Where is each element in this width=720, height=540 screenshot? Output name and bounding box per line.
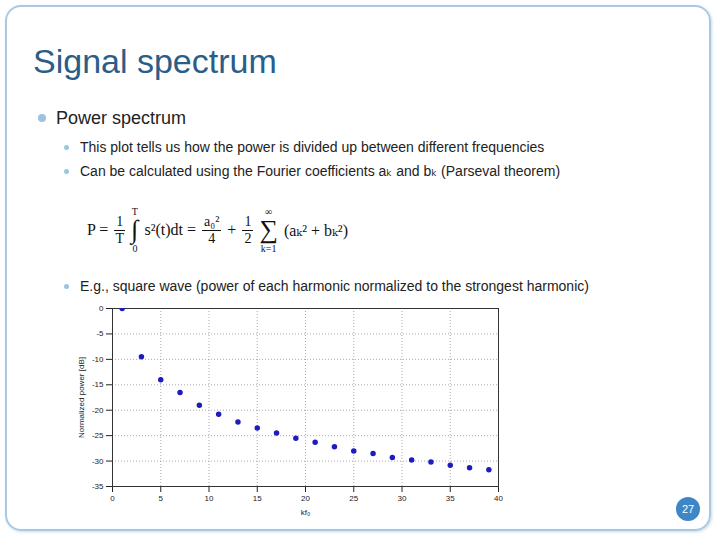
html-text:Signal spectrum: Signal spectrum	[33, 42, 277, 80]
svg-text:0: 0	[99, 304, 104, 313]
svg-text:5: 5	[159, 494, 164, 503]
html-text:27: 27	[681, 503, 695, 515]
html-text:1: 1	[116, 213, 124, 229]
svg-text:-15: -15	[92, 380, 104, 389]
html-text:P =: P =	[87, 221, 109, 238]
html-text:T: T	[115, 230, 125, 246]
svg-text:Normalized power [dB]: Normalized power [dB]	[77, 357, 86, 438]
html-text:Power spectrum: Power spectrum	[56, 108, 186, 128]
svg-text:-25: -25	[92, 431, 104, 440]
svg-text:10: 10	[205, 494, 214, 503]
svg-text:25: 25	[349, 494, 358, 503]
svg-text:35: 35	[446, 494, 455, 503]
svg-text:30: 30	[398, 494, 407, 503]
html-text:(aₖ² + bₖ²): (aₖ² + bₖ²)	[283, 221, 348, 239]
svg-text:40: 40	[494, 494, 503, 503]
svg-text:-5: -5	[96, 329, 104, 338]
html-text:a₀²: a₀²	[204, 213, 220, 229]
svg-text:-10: -10	[92, 355, 104, 364]
html-text:s²(t)dt =: s²(t)dt =	[144, 221, 196, 238]
svg-text:0: 0	[110, 494, 115, 503]
html-text:E.g., square wave (power of ea: E.g., square wave (power of each harmoni…	[80, 278, 589, 294]
html-text:k=1: k=1	[260, 243, 277, 254]
html-text:0: 0	[132, 243, 138, 254]
html-text:2: 2	[244, 230, 252, 246]
html-text:Can be calculated using the Fo: Can be calculated using the Fourier coef…	[80, 163, 561, 179]
html-text:This plot tells us how the pow: This plot tells us how the power is divi…	[80, 139, 545, 155]
html-text:T: T	[131, 206, 138, 217]
html-text:1: 1	[244, 213, 252, 229]
svg-text:-20: -20	[92, 406, 104, 415]
svg-text:20: 20	[301, 494, 310, 503]
svg-text:-30: -30	[92, 457, 104, 466]
svg-text:kf₀: kf₀	[301, 508, 311, 517]
svg-text:-35: -35	[92, 482, 104, 491]
svg-text:15: 15	[253, 494, 262, 503]
html-text:4: 4	[208, 230, 216, 246]
